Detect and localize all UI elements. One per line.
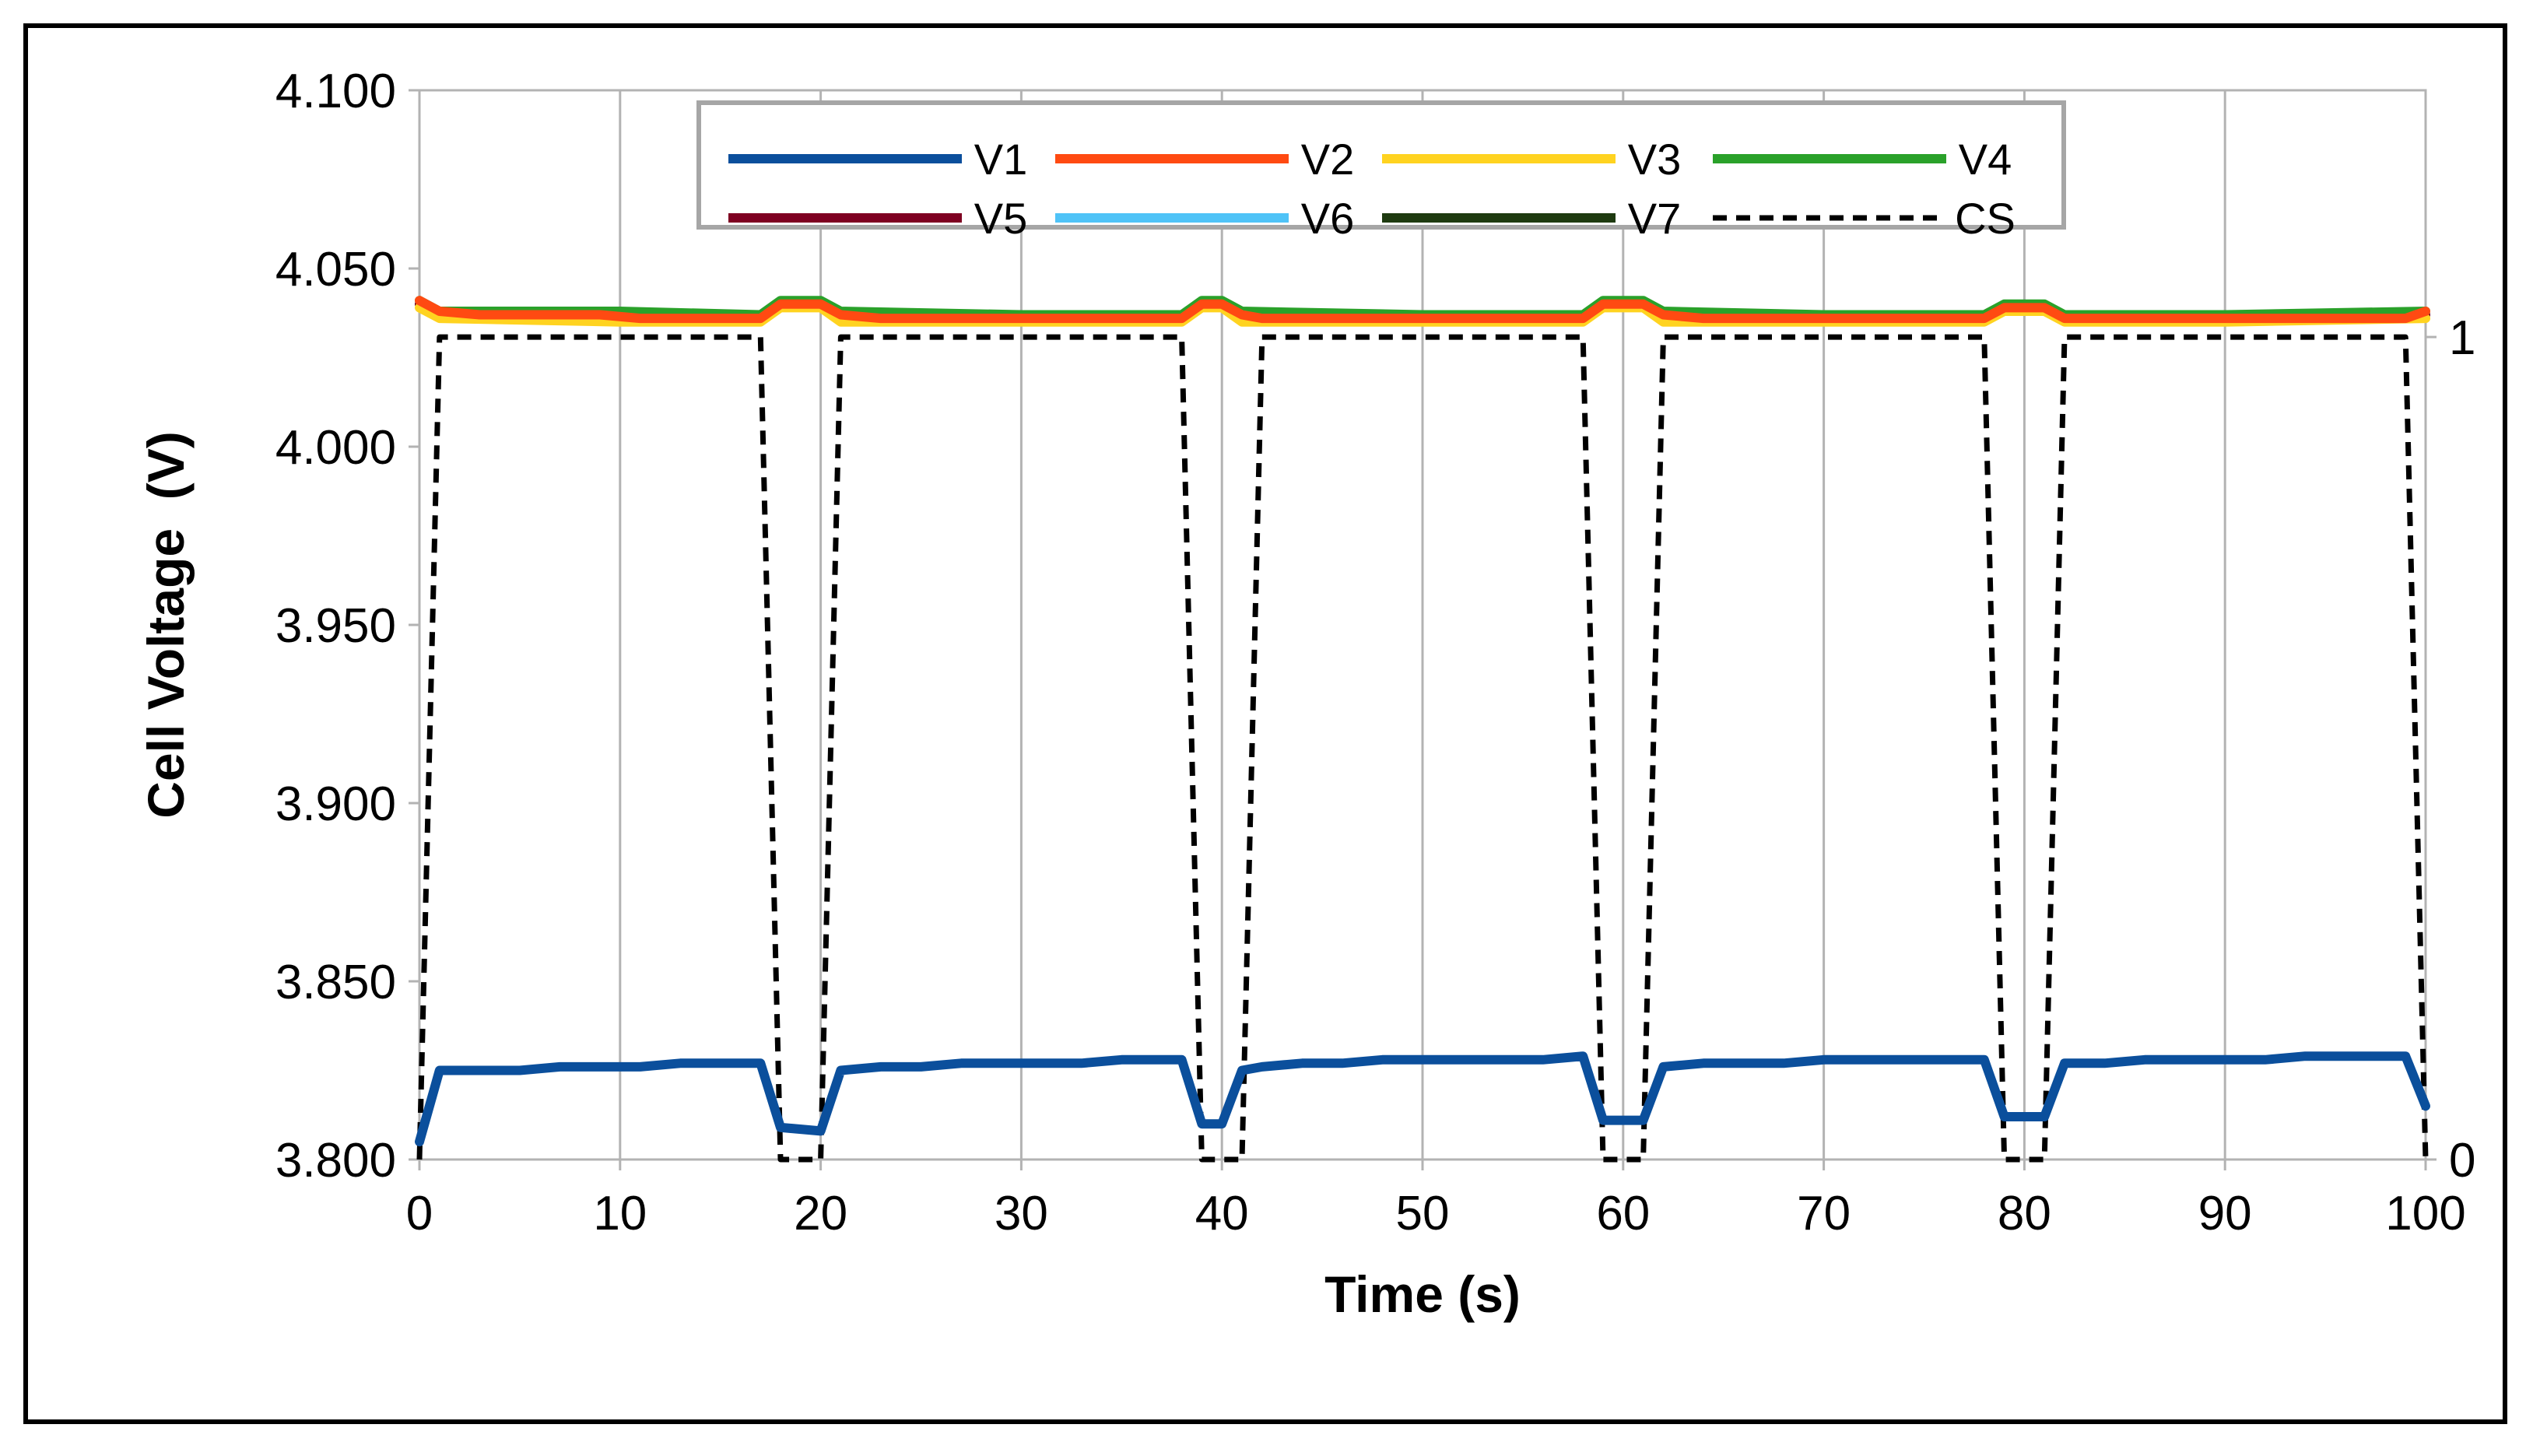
line-chart: 0 10 20 30 40 50 60 70 80 90 1003.8003.8503.9003.9… bbox=[137, 65, 2476, 1323]
x-tick-label: 50 bbox=[1396, 1187, 1450, 1240]
legend-label-v3: V3 bbox=[1628, 135, 1682, 184]
y2-tick-label: 1 bbox=[2449, 311, 2475, 365]
legend-label-v4: V4 bbox=[1959, 135, 2012, 184]
x-tick-label: 60 bbox=[1596, 1187, 1650, 1240]
series-line-cs bbox=[416, 334, 2429, 1163]
legend-label-v2: V2 bbox=[1301, 135, 1355, 184]
x-tick-label: 40 bbox=[1195, 1187, 1249, 1240]
y-tick-label: 3.800 bbox=[275, 1134, 396, 1188]
series-line-v1 bbox=[415, 1051, 2430, 1147]
y-tick-label: 4.000 bbox=[275, 421, 396, 475]
legend-label-v7: V7 bbox=[1628, 194, 1682, 243]
y-axis-label: Cell Voltage (V) bbox=[137, 431, 195, 819]
tick-labels: 0 10 20 30 40 50 60 70 80 90 1003.8003.8503.9003.9… bbox=[275, 65, 2476, 1240]
legend-box bbox=[696, 100, 2066, 230]
x-axis-label: Time (s) bbox=[1324, 1265, 1521, 1323]
y-tick-label: 3.850 bbox=[275, 956, 396, 1009]
y-tick-label: 3.900 bbox=[275, 777, 396, 831]
legend-label-v1: V1 bbox=[974, 135, 1028, 184]
legend-label-v5: V5 bbox=[974, 194, 1028, 243]
legend-label-cs: CS bbox=[1955, 194, 2016, 243]
y-tick-label: 3.950 bbox=[275, 599, 396, 653]
x-tick-label: 30 bbox=[995, 1187, 1048, 1240]
x-tick-label: 90 bbox=[2198, 1187, 2252, 1240]
axes bbox=[409, 89, 2437, 1170]
series-layer bbox=[415, 296, 2430, 1163]
y-tick-label: 4.100 bbox=[275, 65, 396, 118]
x-tick-label: 0 bbox=[406, 1187, 433, 1240]
x-tick-label: 70 bbox=[1797, 1187, 1851, 1240]
x-tick-label: 80 bbox=[1998, 1187, 2051, 1240]
series-line-v2 bbox=[415, 296, 2430, 324]
figure-frame: 0 10 20 30 40 50 60 70 80 90 100 3.800 3.850 3.900 3.9… bbox=[23, 23, 2507, 1424]
y2-tick-label: 0 bbox=[2449, 1134, 2475, 1188]
x-tick-label: 100 bbox=[2385, 1187, 2465, 1240]
legend-label-v6: V6 bbox=[1301, 194, 1355, 243]
x-tick-label: 10 bbox=[593, 1187, 647, 1240]
x-tick-label: 20 bbox=[794, 1187, 847, 1240]
y-tick-label: 4.050 bbox=[275, 243, 396, 296]
legend: V1 V2 V3 V4 V5 V6 V7 CS bbox=[696, 100, 2066, 243]
